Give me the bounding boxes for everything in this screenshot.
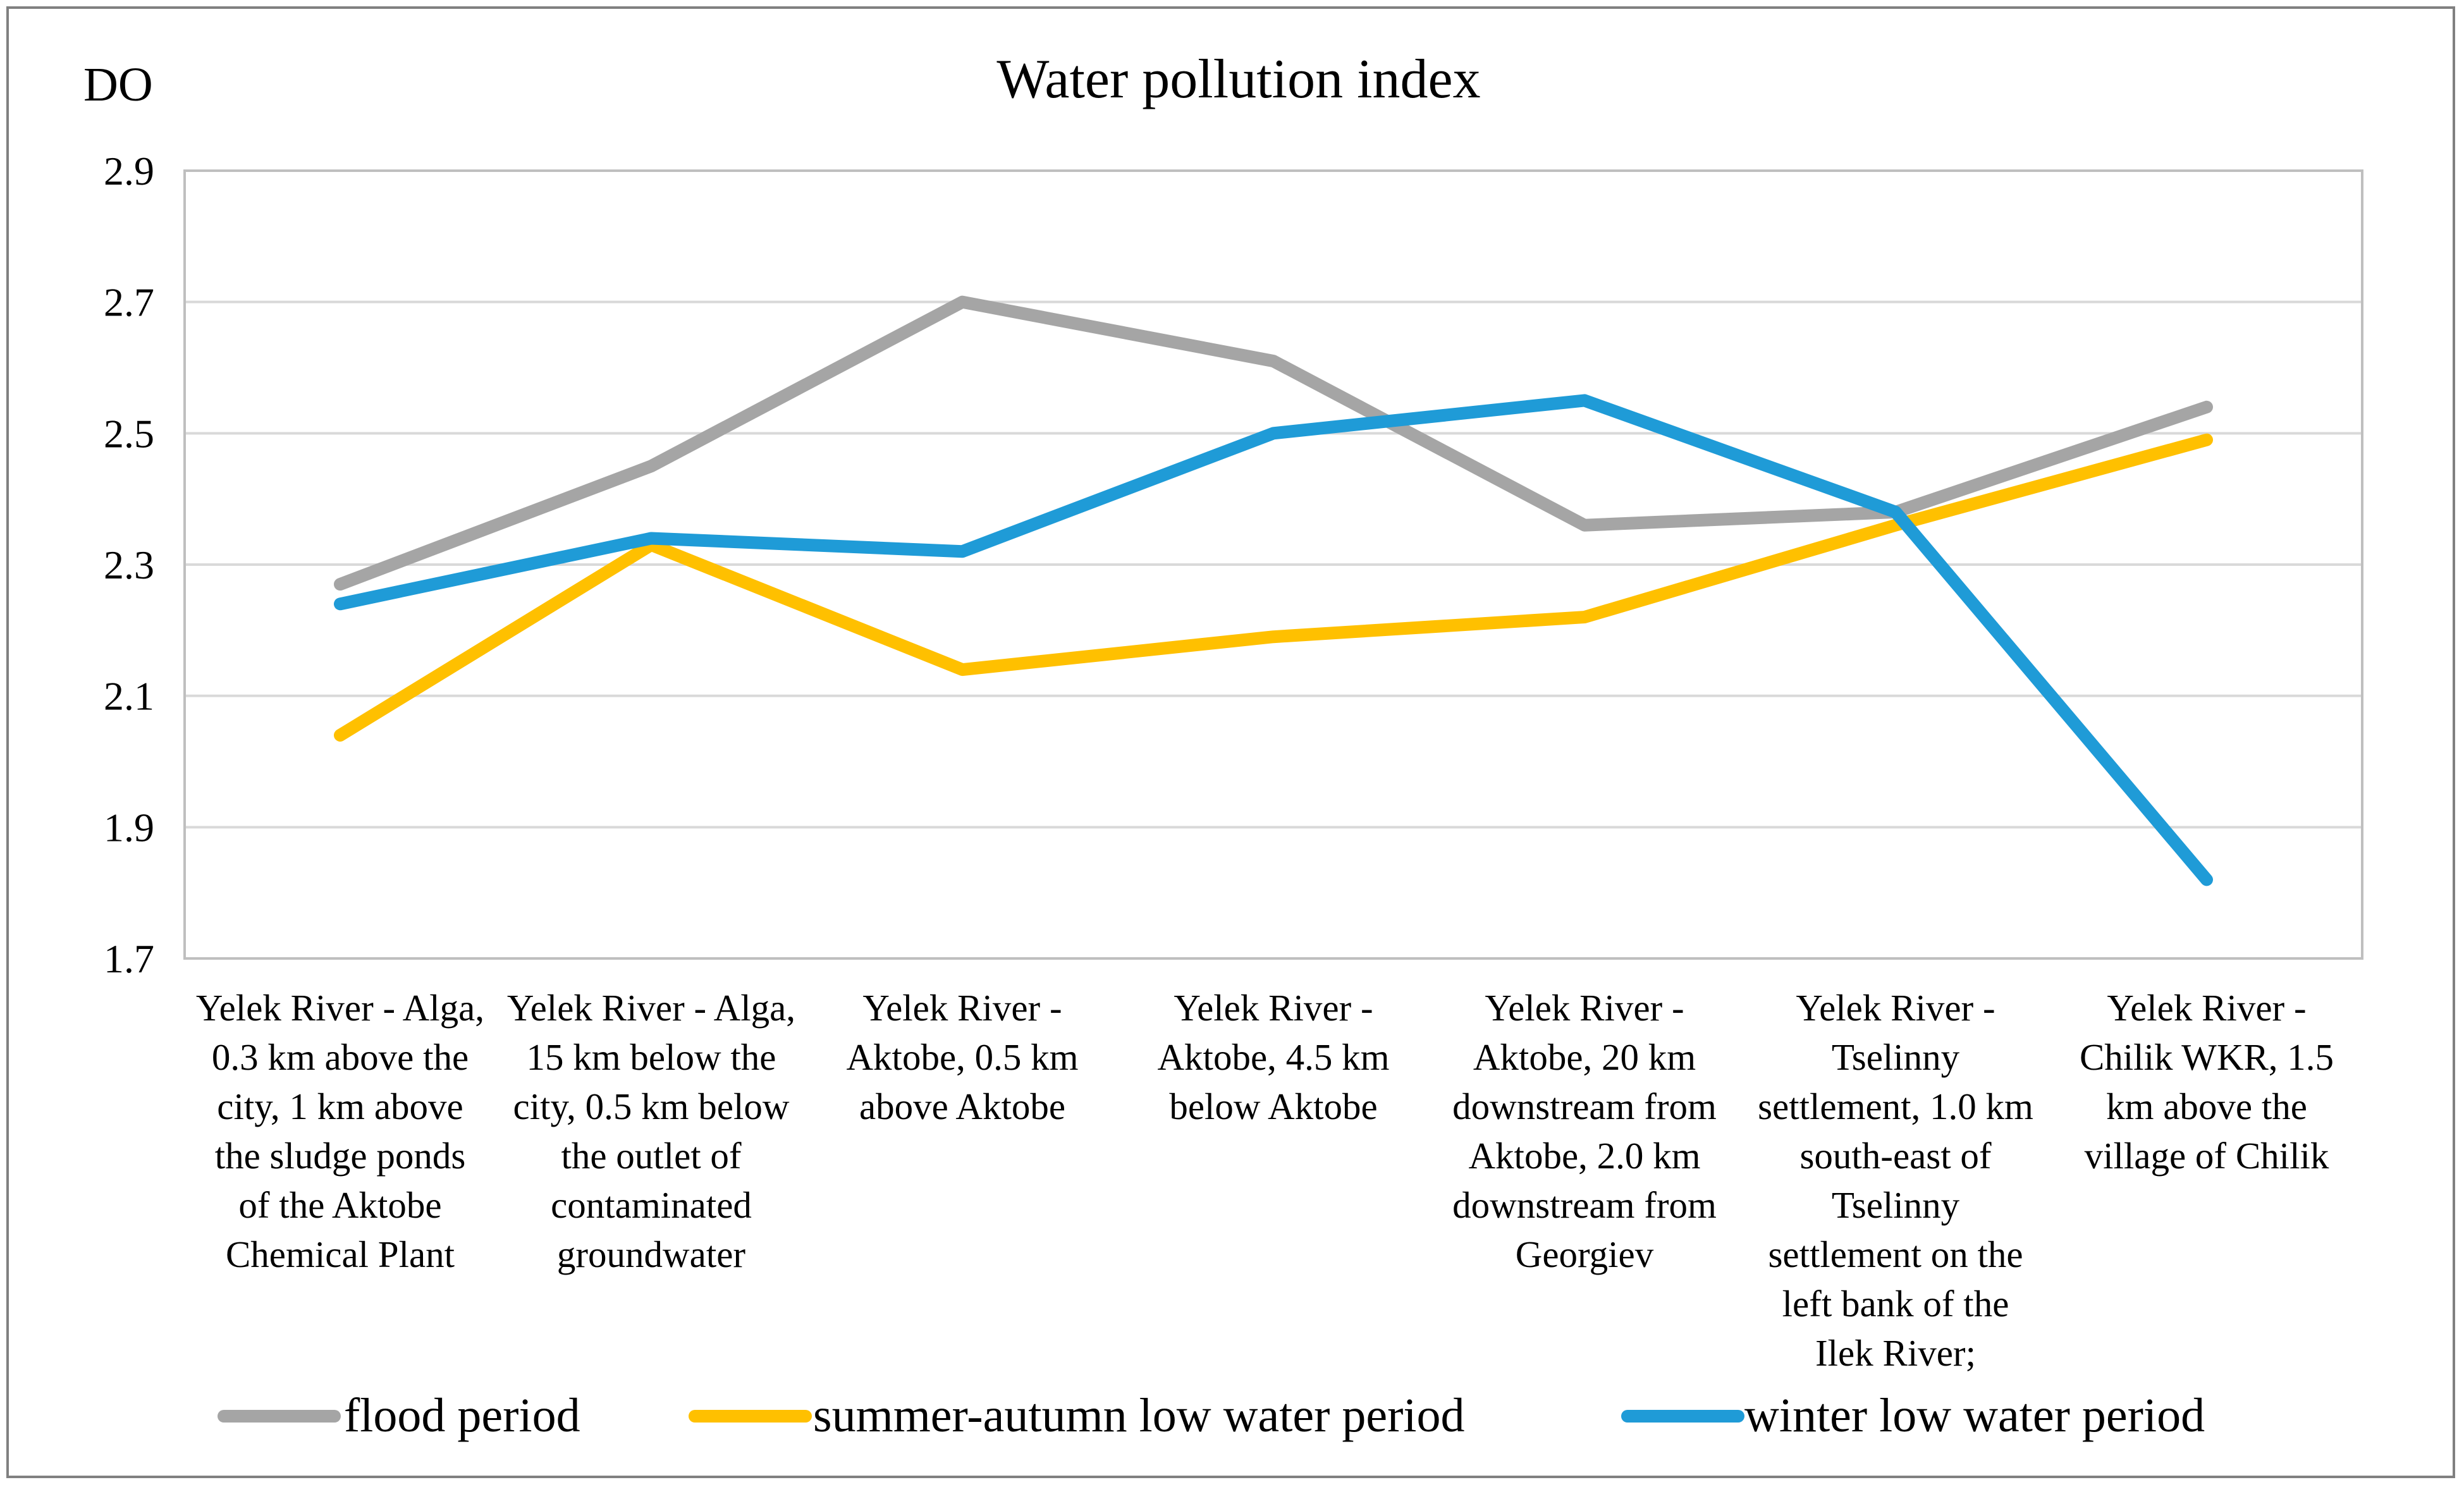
- y-tick-label: 2.5: [104, 411, 154, 456]
- plot-area-border: [183, 169, 2363, 960]
- series-line: [334, 394, 2213, 886]
- x-category-label: Yelek River -Aktobe, 0.5 km above Aktobe: [846, 987, 1078, 1127]
- chart-frame: 1.7 1.9 2.1 2.3 2.5 2.7 2.9 Yelek River - Alga…: [6, 6, 2455, 1478]
- legend-label: flood period: [344, 1389, 580, 1442]
- y-tick-label: 1.7: [104, 936, 154, 981]
- x-category-label: Yelek River - Alga, 15 km below the city, …: [507, 987, 795, 1275]
- x-category-label: Yelek River - Alga, 0.3 km above the city,…: [196, 987, 484, 1275]
- x-category-label: Yelek River -Aktobe, 20 km downstream fro…: [1452, 987, 1717, 1275]
- legend: flood period summer-autumn low water peri…: [218, 1389, 2205, 1442]
- y-tick-labels: 1.7 1.9 2.1 2.3 2.5 2.7 2.9: [104, 149, 154, 981]
- series-line: [334, 433, 2213, 742]
- legend-label: winter low water period: [1744, 1389, 2205, 1442]
- y-tick-label: 2.1: [104, 674, 154, 719]
- y-tick-label: 2.7: [104, 280, 154, 325]
- x-category-label: Yelek River -Chilik WKR, 1.5 km above the…: [2080, 987, 2334, 1177]
- x-category-labels: Yelek River - Alga, 0.3 km above the city,…: [196, 987, 2334, 1374]
- x-category-label: Yelek River -Aktobe, 4.5 km below Aktobe: [1157, 987, 1389, 1127]
- x-category-label: Yelek River -Tselinny settlement, 1.0 km s…: [1758, 987, 2033, 1374]
- y-tick-label: 2.9: [104, 149, 154, 193]
- line-chart: 1.7 1.9 2.1 2.3 2.5 2.7 2.9 Yelek River - Alga…: [83, 49, 2363, 1442]
- series-lines: [334, 295, 2213, 886]
- chart-title: Water pollution index: [996, 49, 1480, 110]
- legend-label: summer-autumn low water period: [813, 1389, 1465, 1442]
- axes: [183, 169, 2363, 960]
- y-tick-label: 1.9: [104, 805, 154, 850]
- y-axis-label: DO: [83, 58, 153, 111]
- y-tick-label: 2.3: [104, 542, 154, 587]
